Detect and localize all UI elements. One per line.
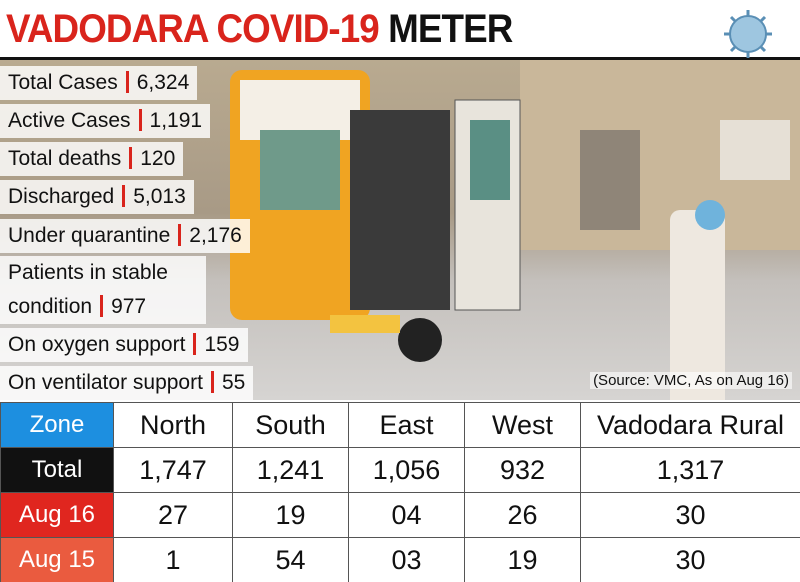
cell: North [113,402,233,448]
separator [125,71,129,93]
virus-icon [724,10,772,58]
title-rule [0,57,800,60]
cell: 04 [348,492,465,538]
cell: 30 [580,492,800,538]
stat-value: 5,013 [133,185,186,208]
stat-label: Under quarantine [8,224,171,247]
separator [210,371,214,393]
stat-row: Under quarantine 2,176 [0,219,250,253]
stat-label: Discharged [8,185,115,208]
cell: 03 [348,537,465,582]
cell: 30 [580,537,800,582]
stat-row: Discharged 5,013 [0,180,194,214]
separator [129,147,133,169]
stat-value: 159 [204,333,240,356]
cell: 1,241 [232,447,349,493]
stat-row: Total deaths 120 [0,142,184,176]
row-label: Zone [0,402,114,448]
separator [193,333,197,355]
row-label: Total [0,447,114,493]
separator [122,185,126,207]
stat-label: On oxygen support [8,333,186,356]
cell: 1,747 [113,447,233,493]
cell: 54 [232,537,349,582]
cell: 19 [464,537,581,582]
stat-value: 120 [140,147,176,170]
row-label: Aug 16 [0,492,114,538]
stat-row: On ventilator support 55 [0,366,254,400]
separator [100,295,104,317]
cell: West [464,402,581,448]
stat-row: On oxygen support 159 [0,328,248,362]
photo-scene [230,60,800,400]
zone-table: Zone North South East West Vadodara Rural Tota… [0,402,800,582]
stat-row: Total Cases 6,324 [0,66,198,100]
cell: 27 [113,492,233,538]
stat-value: 6,324 [136,71,190,94]
stat-value: 977 [111,295,147,318]
stat-label: Patients in stable condition [8,261,168,318]
separator [138,109,142,131]
cell: South [232,402,349,448]
cell: 26 [464,492,581,538]
table-row: Aug 15 1 54 03 19 30 [0,537,800,582]
cell: 19 [232,492,349,538]
table-row: Zone North South East West Vadodara Rural [0,402,800,448]
stat-label: On ventilator support [8,371,203,394]
table-row: Aug 16 27 19 04 26 30 [0,492,800,538]
stat-label: Total deaths [8,147,122,170]
cell: 1,317 [580,447,800,493]
title: VADODARA COVID-19 METER [6,4,513,54]
title-black: METER [388,7,513,51]
title-red: VADODARA COVID-19 [6,7,380,51]
table-row: Total 1,747 1,241 1,056 932 1,317 [0,447,800,493]
cell: 932 [464,447,581,493]
source-note: (Source: VMC, As on Aug 16) [590,372,792,389]
stat-value: 55 [221,371,246,394]
stat-value: 1,191 [149,109,203,132]
separator [178,224,182,246]
stat-row: Active Cases 1,191 [0,104,211,138]
stat-row: Patients in stable condition 977 [0,256,206,324]
stat-value: 2,176 [189,224,242,247]
stat-label: Active Cases [8,109,131,132]
cell: Vadodara Rural [580,402,800,448]
stat-label: Total Cases [8,71,118,94]
row-label: Aug 15 [0,537,114,582]
cell: 1 [113,537,233,582]
cell: East [348,402,465,448]
cell: 1,056 [348,447,465,493]
